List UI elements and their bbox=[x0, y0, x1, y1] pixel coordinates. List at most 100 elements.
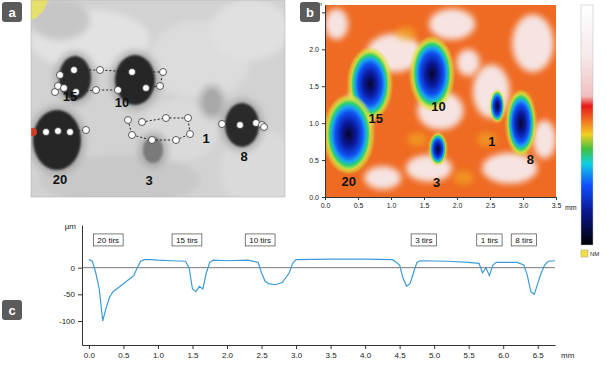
tick-mark bbox=[322, 86, 325, 87]
scan-point bbox=[97, 67, 104, 74]
tick-mark bbox=[123, 345, 124, 349]
tick-mark bbox=[331, 345, 332, 349]
axis-yticks: -100-500 bbox=[59, 226, 83, 346]
axis-line bbox=[82, 226, 83, 346]
tick-mark bbox=[365, 345, 366, 349]
tick-label: 3.5 bbox=[552, 202, 562, 209]
spot-halo bbox=[220, 98, 264, 152]
tick-label: 3.5 bbox=[326, 351, 338, 360]
scan-point bbox=[129, 69, 136, 76]
axis-xticks: 0.00.51.01.52.02.53.03.5 bbox=[321, 197, 562, 209]
annotation: 20 tirs bbox=[93, 234, 123, 246]
scan-point bbox=[93, 87, 100, 94]
tick: 5.0 bbox=[429, 345, 441, 360]
photo-frame bbox=[31, 0, 285, 197]
spot-label: 10 bbox=[115, 95, 129, 110]
scan-point bbox=[67, 129, 74, 136]
plot-area bbox=[82, 259, 555, 321]
tick: 1.0 bbox=[387, 197, 397, 209]
tick-label: 0.0 bbox=[309, 194, 319, 201]
spot-halo bbox=[110, 50, 160, 110]
reference-line bbox=[82, 267, 555, 268]
tick-label: -100 bbox=[59, 317, 76, 326]
crater bbox=[327, 99, 371, 170]
tick-mark bbox=[556, 197, 557, 200]
tick-label: 0.5 bbox=[118, 351, 130, 360]
spot-label: 20 bbox=[53, 172, 67, 187]
tick-mark bbox=[89, 345, 90, 349]
scan-point bbox=[125, 117, 132, 124]
annotation: 10 tirs bbox=[245, 234, 275, 246]
colorbar-label: NM bbox=[590, 251, 599, 257]
map-low-area bbox=[407, 132, 427, 146]
scan-point bbox=[219, 121, 226, 128]
tick-mark bbox=[358, 197, 359, 200]
tick: 2.5 bbox=[256, 345, 268, 360]
annotation: 1 tirs bbox=[477, 234, 502, 246]
tick: 4.5 bbox=[395, 345, 407, 360]
map-high-area bbox=[364, 166, 401, 189]
annotation-box bbox=[511, 234, 536, 246]
panel-badge: a bbox=[2, 2, 22, 22]
annotation: 8 tirs bbox=[511, 234, 536, 246]
tick: 1.0 bbox=[153, 345, 165, 360]
tick-label: 2.5 bbox=[486, 202, 496, 209]
annotation: 15 tirs bbox=[172, 234, 202, 246]
annotation-text: 10 tirs bbox=[249, 236, 271, 245]
annotation-box bbox=[245, 234, 275, 246]
scan-point bbox=[163, 115, 170, 122]
scan-point bbox=[173, 137, 180, 144]
panel-a: 151018203 bbox=[28, 0, 300, 210]
crater-label: 1 bbox=[488, 134, 495, 149]
tick-label: 4.5 bbox=[395, 351, 407, 360]
map-high-area bbox=[533, 120, 556, 158]
tick-label: 1.5 bbox=[187, 351, 199, 360]
panel-b: 1510182030.00.51.01.52.02.53.03.50.00.51… bbox=[309, 1, 599, 257]
scan-point bbox=[261, 124, 268, 131]
scan-path bbox=[128, 118, 190, 140]
tick: 0.0 bbox=[84, 345, 96, 360]
tick-label: 6.0 bbox=[498, 351, 510, 360]
badge-box bbox=[300, 2, 320, 22]
tick: 2.5 bbox=[486, 197, 496, 209]
tick: 5.5 bbox=[464, 345, 476, 360]
tick-mark bbox=[322, 123, 325, 124]
colorbar bbox=[581, 5, 593, 245]
figure-svg: 151018203a1510182030.00.51.01.52.02.53.0… bbox=[0, 0, 607, 365]
annotation-text: 15 tirs bbox=[176, 236, 198, 245]
spot-halo bbox=[31, 105, 86, 175]
scan-point bbox=[43, 129, 50, 136]
colorbar-nm-swatch bbox=[581, 250, 588, 257]
tick: 0.0 bbox=[321, 197, 331, 209]
tick: 3.0 bbox=[519, 197, 529, 209]
axis-xticks: 0.00.51.01.52.02.53.03.54.04.55.05.56.06… bbox=[83, 345, 556, 360]
tick-label: 1.0 bbox=[309, 120, 319, 127]
axis-line bbox=[325, 6, 326, 198]
scan-point bbox=[160, 69, 167, 76]
map-low-area bbox=[454, 171, 474, 185]
scan-point bbox=[143, 85, 150, 92]
scan-point bbox=[185, 115, 192, 122]
tick: 2.0 bbox=[222, 345, 234, 360]
crater-label: 10 bbox=[431, 99, 445, 114]
tick: 1.5 bbox=[309, 83, 325, 90]
tick-label: 3.0 bbox=[519, 202, 529, 209]
map-low-area bbox=[396, 27, 416, 41]
spot bbox=[225, 103, 259, 147]
spot bbox=[204, 90, 220, 114]
tick: -100 bbox=[59, 317, 82, 326]
panel-label: c bbox=[8, 303, 15, 318]
axis-line bbox=[326, 197, 557, 198]
tick-label: 6.5 bbox=[533, 351, 545, 360]
map-high-area bbox=[457, 49, 480, 76]
crater-label: 20 bbox=[342, 174, 356, 189]
tick-mark bbox=[457, 197, 458, 200]
annotation-box bbox=[477, 234, 502, 246]
crater bbox=[508, 94, 534, 153]
tick: 2.0 bbox=[309, 46, 325, 53]
spot-label: 1 bbox=[202, 131, 209, 146]
photo-texture bbox=[31, 0, 90, 40]
tick: 0 bbox=[71, 264, 82, 273]
crater-label: 8 bbox=[527, 152, 534, 167]
tick-label: 0 bbox=[71, 264, 76, 273]
